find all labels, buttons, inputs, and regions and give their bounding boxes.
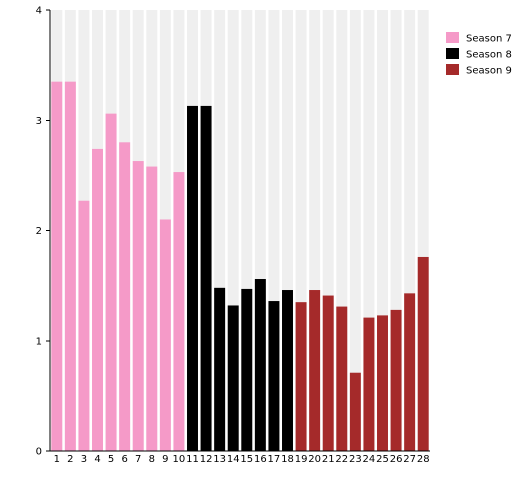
bar-episode-5 — [105, 113, 117, 451]
background-band — [214, 10, 226, 451]
x-tick-label: 7 — [135, 454, 141, 465]
bar-episode-8 — [146, 166, 158, 451]
x-tick-label: 11 — [186, 454, 199, 465]
x-tick-label: 12 — [200, 454, 213, 465]
legend-swatch — [446, 64, 459, 75]
legend-label: Season 7 — [466, 34, 512, 45]
bars — [51, 81, 429, 452]
bar-episode-9 — [159, 219, 171, 451]
y-tick-label: 2 — [36, 226, 42, 237]
y-ticks: 0 1 2 3 4 — [36, 6, 50, 458]
background-band — [390, 10, 402, 451]
legend-label: Season 8 — [466, 50, 512, 61]
background-band — [377, 10, 388, 451]
bar-episode-2 — [64, 81, 76, 451]
bar-episode-27 — [404, 293, 416, 451]
x-tick-label: 14 — [227, 454, 240, 465]
legend-swatch — [446, 32, 459, 43]
background-band — [309, 10, 321, 451]
x-tick-label: 21 — [322, 454, 335, 465]
bar-episode-7 — [132, 161, 144, 452]
x-tick-label: 8 — [149, 454, 155, 465]
bar-episode-18 — [282, 290, 293, 451]
bar-episode-25 — [377, 315, 388, 451]
x-tick-label: 18 — [281, 454, 294, 465]
x-tick-label: 20 — [308, 454, 321, 465]
bar-episode-23 — [349, 372, 361, 451]
x-tick-label: 5 — [108, 454, 114, 465]
legend-swatch — [446, 48, 459, 59]
y-tick-label: 1 — [36, 336, 42, 347]
background-band — [404, 10, 416, 451]
x-tick-label: 6 — [121, 454, 127, 465]
x-tick-label: 16 — [254, 454, 267, 465]
bar-episode-6 — [119, 142, 131, 452]
x-tick-label: 27 — [403, 454, 416, 465]
bar-episode-4 — [92, 148, 103, 452]
x-tick-label: 1 — [54, 454, 60, 465]
x-tick-label: 4 — [94, 454, 100, 465]
background-band — [322, 10, 334, 451]
background-band — [254, 10, 266, 451]
y-tick-label: 3 — [36, 116, 42, 127]
legend: Season 7 Season 8 Season 9 — [446, 32, 512, 77]
x-tick-label: 17 — [268, 454, 281, 465]
y-tick-label: 4 — [36, 6, 42, 17]
x-tick-label: 24 — [363, 454, 376, 465]
legend-label: Season 9 — [466, 66, 512, 77]
x-tick-label: 26 — [390, 454, 403, 465]
bar-episode-19 — [295, 302, 307, 451]
x-tick-label: 3 — [81, 454, 87, 465]
x-tick-label: 23 — [349, 454, 362, 465]
background-band — [227, 10, 239, 451]
bar-episode-16 — [254, 279, 266, 451]
x-tick-label: 22 — [335, 454, 348, 465]
bar-episode-12 — [200, 105, 212, 451]
x-tick-label: 9 — [162, 454, 168, 465]
bar-episode-26 — [390, 309, 402, 451]
background-band — [295, 10, 307, 451]
background-band — [349, 10, 361, 451]
bar-episode-21 — [322, 295, 334, 451]
x-tick-label: 2 — [67, 454, 73, 465]
x-tick-label: 10 — [173, 454, 186, 465]
x-tick-label: 28 — [417, 454, 430, 465]
bar-episode-14 — [227, 305, 239, 451]
bar-episode-20 — [309, 290, 321, 451]
background-band — [336, 10, 348, 451]
bar-episode-17 — [268, 301, 280, 451]
bar-episode-24 — [363, 317, 375, 451]
background-band — [282, 10, 293, 451]
bar-episode-28 — [417, 256, 429, 451]
background-band — [268, 10, 280, 451]
background-band — [363, 10, 375, 451]
bar-episode-15 — [241, 288, 253, 451]
bar-episode-22 — [336, 306, 348, 451]
bar-episode-11 — [187, 105, 198, 451]
y-tick-label: 0 — [36, 447, 42, 458]
background-band — [241, 10, 253, 451]
bar-episode-1 — [51, 81, 63, 451]
x-tick-label: 25 — [376, 454, 389, 465]
x-tick-label: 13 — [213, 454, 226, 465]
bar-episode-3 — [78, 200, 90, 451]
background-band — [417, 10, 429, 451]
bar-episode-10 — [173, 172, 185, 451]
bar-episode-13 — [214, 287, 226, 451]
x-tick-label: 19 — [295, 454, 308, 465]
x-tick-label: 15 — [240, 454, 253, 465]
x-ticks: 1 2 3 4 5 6 7 8 9 10 11 12 13 14 15 16 17 18 19 20 21 22 23 24 2… — [54, 454, 430, 465]
